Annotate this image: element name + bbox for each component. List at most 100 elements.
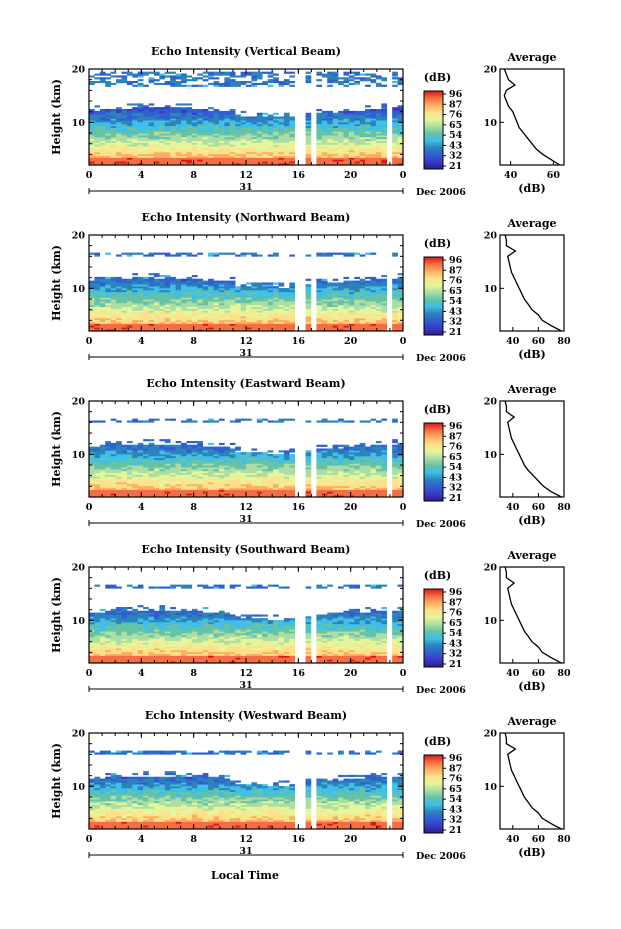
heatmap-cell <box>164 125 171 128</box>
heatmap-cell <box>186 116 193 119</box>
heatmap-cell <box>262 329 268 332</box>
heatmap-cell <box>170 303 176 306</box>
heatmap-cell <box>267 495 274 498</box>
heatmap-cell <box>375 151 382 155</box>
heatmap-cell <box>354 146 360 149</box>
heatmap-cell <box>105 452 111 455</box>
heatmap-cell <box>251 79 258 82</box>
heatmap-cell <box>143 478 149 481</box>
heatmap-cell <box>246 465 252 468</box>
heatmap-cell <box>105 144 111 147</box>
heatmap-cell <box>354 319 360 322</box>
heatmap-cell <box>121 319 128 322</box>
heatmap-cell <box>105 480 111 483</box>
heatmap-cell <box>332 303 339 306</box>
heatmap-cell <box>262 310 268 313</box>
heatmap-cell <box>94 467 101 470</box>
heatmap-cell <box>246 140 252 143</box>
heatmap-cell <box>164 275 171 278</box>
heatmap-cell <box>126 459 133 462</box>
heatmap-cell <box>267 299 274 302</box>
heatmap-cell <box>305 491 312 494</box>
heatmap-cell <box>359 303 366 306</box>
y-tick-label: 20 <box>72 65 86 76</box>
heatmap-cell <box>213 325 220 328</box>
heatmap-cell <box>224 452 231 455</box>
heatmap-cell <box>137 286 144 289</box>
heatmap-cell <box>370 144 377 147</box>
heatmap-cell <box>94 450 101 453</box>
heatmap-cell <box>191 461 198 464</box>
heatmap-cell <box>170 84 176 87</box>
heatmap-cell <box>262 131 268 134</box>
heatmap-cell <box>262 454 268 457</box>
heatmap-cell <box>202 469 209 472</box>
heatmap-cell <box>316 163 323 166</box>
heatmap-cell <box>370 135 377 138</box>
heatmap-cell <box>137 450 144 453</box>
heatmap-cell <box>181 476 187 479</box>
heatmap-cell <box>305 288 312 291</box>
heatmap-cell <box>229 476 236 479</box>
heatmap-cell <box>273 323 279 326</box>
heatmap-cell <box>89 317 95 321</box>
heatmap-cell <box>375 140 382 143</box>
heatmap-cell <box>397 163 404 166</box>
heatmap-cell <box>321 127 328 130</box>
heatmap-cell <box>262 455 268 459</box>
heatmap-cell <box>246 288 252 291</box>
heatmap-cell <box>99 123 106 127</box>
heatmap-cell <box>224 288 231 291</box>
heatmap-cell <box>191 293 198 296</box>
heatmap-cell <box>338 489 344 492</box>
colorbar-tick-label: 76 <box>449 110 463 121</box>
heatmap-cell <box>164 463 171 466</box>
heatmap-cell <box>305 452 312 455</box>
heatmap-cell <box>343 446 350 449</box>
heatmap-cell <box>370 319 377 322</box>
heatmap-cell <box>359 299 366 302</box>
heatmap-cell <box>370 291 377 294</box>
heatmap-cell <box>137 306 144 309</box>
heatmap-cell <box>121 123 128 127</box>
heatmap-cell <box>126 465 133 468</box>
heatmap-cell <box>143 109 149 112</box>
heatmap-cell <box>289 304 296 308</box>
heatmap-cell <box>273 122 279 125</box>
heatmap-cell <box>126 293 133 296</box>
heatmap-cell <box>191 116 198 119</box>
heatmap-cell <box>105 77 111 80</box>
heatmap-cell <box>121 304 128 308</box>
heatmap-cell <box>181 472 187 475</box>
heatmap-cell <box>202 122 209 125</box>
heatmap-cell <box>116 461 122 464</box>
heatmap-cell <box>159 278 166 281</box>
heatmap-cell <box>354 122 360 125</box>
heatmap-cell <box>262 142 268 145</box>
heatmap-cell <box>229 120 236 123</box>
heatmap-cell <box>153 482 160 485</box>
heatmap-cell <box>186 483 193 487</box>
heatmap-cell <box>343 472 350 475</box>
heatmap-cell <box>148 155 155 158</box>
heatmap-cell <box>164 112 171 115</box>
heatmap-cell <box>262 135 268 138</box>
heatmap-cell <box>273 123 279 127</box>
heatmap-cell <box>321 317 328 321</box>
heatmap-cell <box>126 297 133 300</box>
heatmap-cell <box>202 325 209 328</box>
heatmap-cell <box>251 325 258 328</box>
heatmap-cell <box>143 278 149 281</box>
heatmap-cell <box>316 493 323 496</box>
heatmap-cell <box>126 478 133 481</box>
heatmap-cell <box>121 489 128 492</box>
heatmap-cell <box>170 120 176 123</box>
heatmap-cell <box>218 142 225 145</box>
heatmap-cell <box>235 297 241 300</box>
heatmap-cell <box>186 472 193 475</box>
heatmap-cell <box>218 317 225 321</box>
heatmap-cell <box>289 317 296 321</box>
heatmap-cell <box>94 125 101 128</box>
heatmap-cell <box>267 146 274 149</box>
heatmap-cell <box>121 163 128 166</box>
